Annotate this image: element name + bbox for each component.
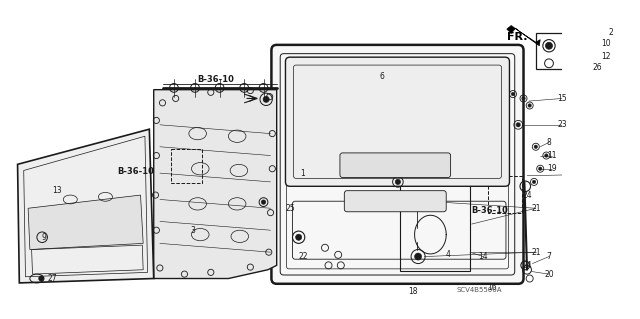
Text: 3: 3 <box>191 226 196 235</box>
Text: B-36-10: B-36-10 <box>196 75 234 84</box>
Text: 17: 17 <box>395 169 404 178</box>
Text: 10: 10 <box>601 40 611 48</box>
Bar <box>172 149 202 183</box>
Text: 7: 7 <box>547 252 552 261</box>
Text: 22: 22 <box>298 252 308 261</box>
Text: 4: 4 <box>445 250 451 259</box>
Circle shape <box>528 104 531 107</box>
Text: 25: 25 <box>285 204 294 213</box>
Text: 24: 24 <box>522 190 532 200</box>
Bar <box>488 176 522 213</box>
Text: 15: 15 <box>557 94 567 103</box>
Text: 2: 2 <box>608 28 613 37</box>
Circle shape <box>38 276 44 281</box>
Circle shape <box>534 145 538 149</box>
Circle shape <box>538 167 542 170</box>
FancyBboxPatch shape <box>344 191 446 212</box>
Circle shape <box>396 179 401 184</box>
Circle shape <box>413 196 420 203</box>
Circle shape <box>415 253 422 260</box>
Text: 14: 14 <box>478 252 488 261</box>
Text: B-36-10: B-36-10 <box>472 206 509 215</box>
Circle shape <box>296 234 301 240</box>
Text: 11: 11 <box>547 151 556 160</box>
Text: B-36-10: B-36-10 <box>118 167 155 176</box>
Text: 21: 21 <box>531 248 541 257</box>
Polygon shape <box>154 90 276 278</box>
FancyBboxPatch shape <box>285 57 509 186</box>
Polygon shape <box>28 195 143 249</box>
Text: 19: 19 <box>547 164 556 173</box>
FancyBboxPatch shape <box>340 153 451 177</box>
Circle shape <box>545 42 552 49</box>
Text: 6: 6 <box>380 72 385 81</box>
Polygon shape <box>507 26 540 46</box>
Text: 1: 1 <box>301 169 305 178</box>
Text: 20: 20 <box>544 270 554 278</box>
Text: 27: 27 <box>48 274 58 283</box>
Polygon shape <box>17 129 154 283</box>
Bar <box>399 184 470 271</box>
Text: SCV4B5500A: SCV4B5500A <box>457 287 502 293</box>
Bar <box>536 33 582 70</box>
Text: 8: 8 <box>547 138 552 147</box>
Text: 18: 18 <box>408 287 417 296</box>
Text: 23: 23 <box>557 120 567 129</box>
Text: 13: 13 <box>52 186 62 195</box>
Circle shape <box>566 43 572 48</box>
Text: 9: 9 <box>42 233 46 242</box>
Circle shape <box>511 92 515 96</box>
Circle shape <box>532 180 536 184</box>
Circle shape <box>516 122 520 127</box>
Circle shape <box>261 200 266 204</box>
Text: 12: 12 <box>602 52 611 61</box>
Text: 24: 24 <box>522 261 532 270</box>
Text: 16: 16 <box>487 283 497 292</box>
Text: 21: 21 <box>531 204 541 213</box>
Circle shape <box>522 97 525 100</box>
FancyBboxPatch shape <box>271 45 524 284</box>
Circle shape <box>545 154 548 157</box>
Text: FR.: FR. <box>507 32 527 42</box>
Circle shape <box>263 96 269 102</box>
Text: 26: 26 <box>593 63 602 72</box>
